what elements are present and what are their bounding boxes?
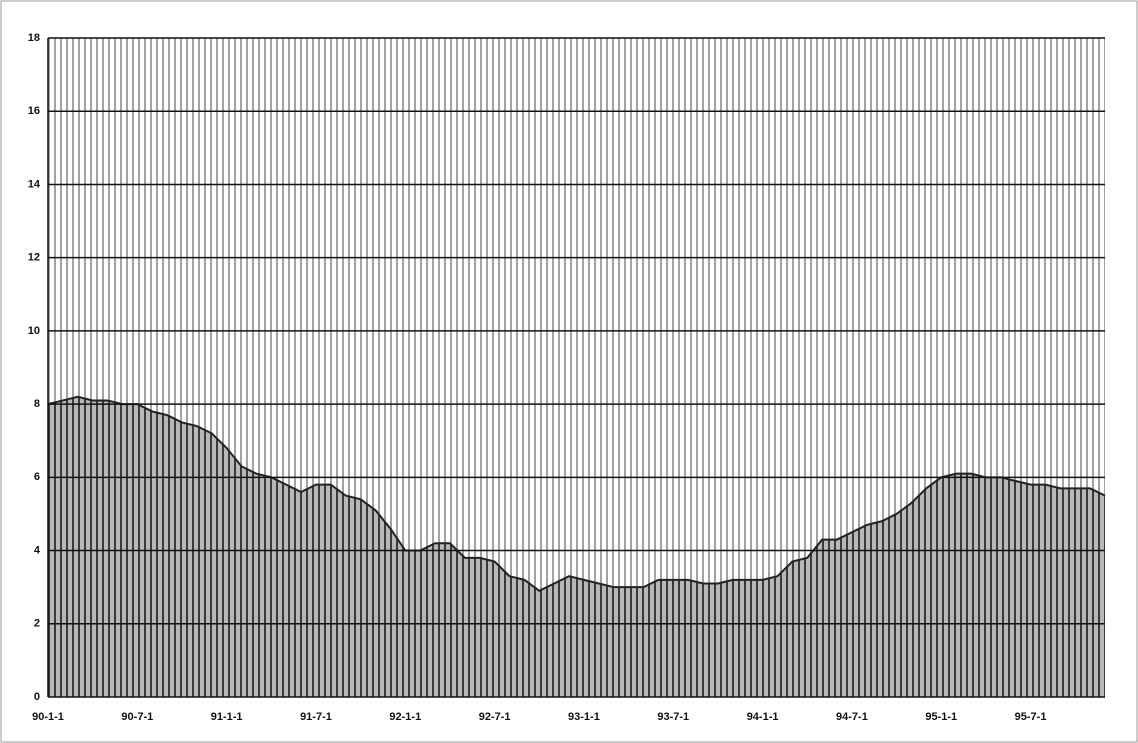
y-tick-label: 16: [28, 105, 40, 117]
x-tick-label: 93-1-1: [568, 711, 600, 723]
y-tick-label: 18: [28, 32, 40, 44]
y-tick-label: 4: [34, 544, 41, 556]
x-tick-label: 90-7-1: [121, 711, 153, 723]
x-tick-label: 92-1-1: [389, 711, 421, 723]
x-tick-label: 92-7-1: [479, 711, 511, 723]
x-tick-label: 95-1-1: [925, 711, 957, 723]
x-tick-label: 95-7-1: [1015, 711, 1047, 723]
x-tick-label: 90-1-1: [32, 711, 64, 723]
x-tick-label: 91-1-1: [211, 711, 243, 723]
y-tick-label: 6: [34, 471, 40, 483]
y-tick-label: 10: [28, 325, 40, 337]
y-tick-label: 8: [34, 398, 40, 410]
y-tick-label: 2: [34, 618, 40, 630]
y-tick-label: 14: [28, 178, 41, 190]
x-tick-label: 94-1-1: [747, 711, 779, 723]
x-tick-label: 94-7-1: [836, 711, 868, 723]
y-tick-label: 12: [28, 252, 40, 264]
area: [48, 396, 1105, 697]
y-tick-label: 0: [34, 691, 40, 703]
x-tick-label: 93-7-1: [657, 711, 689, 723]
x-tick-label: 91-7-1: [300, 711, 332, 723]
area-line: [47, 395, 1106, 592]
